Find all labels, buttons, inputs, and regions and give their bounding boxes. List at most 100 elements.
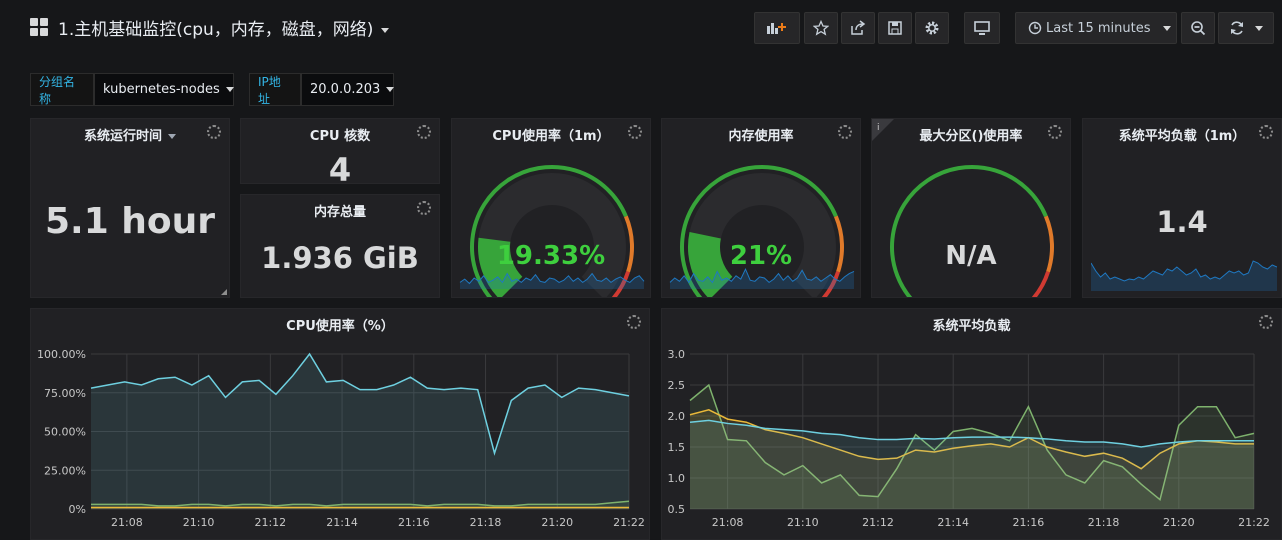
series-area-0 <box>690 385 1254 509</box>
dashboard-title-picker[interactable]: 1.主机基础监控(cpu，内存，磁盘，网络) <box>58 15 390 40</box>
series-line-1 <box>689 409 1254 470</box>
gauge-value-disk-usage: N/A <box>945 241 997 271</box>
x-tick-label: 21:08 <box>712 516 744 529</box>
settings-button[interactable] <box>915 12 949 44</box>
dashboard-grid-icon[interactable] <box>30 18 48 36</box>
loading-spinner-icon <box>417 125 431 139</box>
stat-value-load-1m: 1.4 <box>1156 205 1208 239</box>
x-tick-label: 21:22 <box>613 516 645 529</box>
chevron-down-icon <box>168 134 176 139</box>
panel-title-cpu-usage[interactable]: CPU使用率（1m） <box>492 129 610 144</box>
gauge-threshold-green <box>890 165 1048 297</box>
y-tick-label: 1.0 <box>668 472 686 485</box>
sparkline-line <box>459 272 645 285</box>
y-tick-label: 1.5 <box>668 441 686 454</box>
x-tick-label: 21:18 <box>1088 516 1120 529</box>
dashboard-title: 1.主机基础监控(cpu，内存，磁盘，网络) <box>58 20 374 40</box>
gauge-threshold-red <box>821 271 840 297</box>
time-range-label: Last 15 minutes <box>1046 20 1151 36</box>
gear-icon <box>925 21 939 35</box>
loading-spinner-icon <box>627 315 641 329</box>
gauge-threshold-green <box>680 165 838 297</box>
tv-mode-button[interactable] <box>964 12 1000 44</box>
chevron-down-icon <box>225 87 234 92</box>
sparkline-line <box>1091 260 1277 282</box>
sparkline-load-1m <box>1091 260 1277 291</box>
stat-value-uptime: 5.1 hour <box>44 201 216 242</box>
refresh-icon <box>1231 21 1243 35</box>
variable-label-group: 分组名称 <box>30 73 94 106</box>
panel-title-disk-usage[interactable]: 最大分区()使用率 <box>919 129 1023 144</box>
share-icon <box>851 20 866 35</box>
gauge-threshold-orange <box>624 215 634 273</box>
variable-value-group: kubernetes-nodes <box>103 82 220 97</box>
x-tick-label: 21:14 <box>937 516 969 529</box>
x-tick-label: 21:16 <box>398 516 430 529</box>
y-tick-label: 50.00% <box>44 426 86 439</box>
chevron-down-icon <box>381 27 390 33</box>
series-line-0 <box>90 352 630 456</box>
save-icon <box>888 21 902 35</box>
stat-value-cpu-cores: 4 <box>328 151 352 184</box>
disk-usage-gauge <box>890 165 1054 297</box>
panel-title-cpu-cores[interactable]: CPU 核数 <box>309 129 371 144</box>
series-line-0 <box>689 383 1255 502</box>
zoom-out-icon <box>1191 21 1206 36</box>
share-button[interactable] <box>841 12 875 44</box>
info-corner-icon[interactable]: i <box>872 119 894 141</box>
panel-load-graph: 系统平均负载 0.5 1.0 1.5 2.0 2.5 3.0 21:08 21:10 21:12… <box>661 308 1282 540</box>
x-tick-label: 21:08 <box>111 516 143 529</box>
gauge-threshold-red <box>611 271 630 297</box>
series-area-1 <box>690 409 1254 509</box>
panel-title-memory-total[interactable]: 内存总量 <box>313 205 366 220</box>
chevron-down-icon <box>386 87 395 92</box>
cpu-usage-gauge <box>459 165 645 297</box>
y-tick-label: 100.00% <box>37 348 86 361</box>
memory-usage-gauge <box>669 165 855 297</box>
gauge-value-cpu-usage: 19.33% <box>496 241 606 271</box>
star-button[interactable] <box>804 12 838 44</box>
chevron-down-icon <box>1255 25 1263 31</box>
variable-select-group[interactable]: kubernetes-nodes <box>94 73 234 106</box>
gauge-threshold-green <box>470 165 628 297</box>
panel-title-cpu-graph[interactable]: CPU使用率（%） <box>286 319 394 334</box>
y-tick-label: 0.5 <box>668 503 686 516</box>
x-tick-label: 21:22 <box>1238 516 1270 529</box>
y-tick-label: 2.0 <box>668 410 686 423</box>
add-panel-button[interactable] <box>754 12 800 44</box>
series-area-0 <box>91 354 629 509</box>
resize-handle-icon[interactable] <box>221 289 227 295</box>
gauge-threshold-orange <box>834 215 844 273</box>
variable-label-ip: IP地址 <box>249 73 301 106</box>
panel-cpu-usage-graph: CPU使用率（%） 0% 25.00% 50.00% 75.00% 100.00% 21:… <box>30 308 650 540</box>
cpu-usage-graph[interactable]: 0% 25.00% 50.00% 75.00% 100.00% 21:08 21:10 21:… <box>31 309 650 540</box>
x-tick-label: 21:18 <box>470 516 502 529</box>
add-panel-icon <box>767 23 786 34</box>
x-tick-label: 21:10 <box>183 516 215 529</box>
x-tick-label: 21:12 <box>862 516 894 529</box>
loading-spinner-icon <box>1259 315 1273 329</box>
sparkline-line <box>669 267 855 284</box>
save-button[interactable] <box>878 12 912 44</box>
panel-title-load-graph[interactable]: 系统平均负载 <box>932 319 1011 334</box>
panel-title-uptime[interactable]: 系统运行时间 <box>31 125 229 144</box>
svg-text:i: i <box>877 123 880 133</box>
y-tick-label: 75.00% <box>44 387 86 400</box>
gauge-threshold-orange <box>1044 215 1054 273</box>
y-tick-label: 25.00% <box>44 464 86 477</box>
variable-select-ip[interactable]: 20.0.0.203 <box>301 73 395 106</box>
x-tick-label: 21:14 <box>326 516 358 529</box>
time-range-picker[interactable]: Last 15 minutes <box>1015 12 1177 44</box>
panel-cpu-usage-gauge: CPU使用率（1m） 19.33% <box>451 118 651 298</box>
refresh-button[interactable] <box>1218 12 1274 44</box>
series-line-2 <box>689 419 1254 448</box>
y-tick-label: 2.5 <box>668 379 686 392</box>
gauge-value-memory-usage: 21% <box>729 241 793 271</box>
x-tick-label: 21:20 <box>1163 516 1195 529</box>
panel-title-load-1m[interactable]: 系统平均负载（1m） <box>1118 129 1246 144</box>
variable-value-ip: 20.0.0.203 <box>310 82 381 97</box>
load-average-graph[interactable]: 0.5 1.0 1.5 2.0 2.5 3.0 21:08 21:10 21:12 21:14 21… <box>662 309 1282 540</box>
panel-title-memory-usage[interactable]: 内存使用率 <box>728 129 794 144</box>
loading-spinner-icon <box>1048 125 1062 139</box>
zoom-out-button[interactable] <box>1181 12 1215 44</box>
